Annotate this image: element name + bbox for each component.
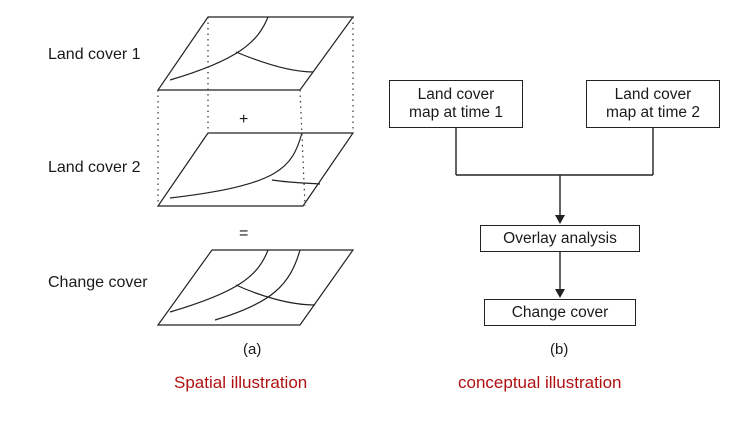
box-overlay-analysis: Overlay analysis <box>480 225 640 252</box>
layer2-label: Land cover 2 <box>48 159 141 176</box>
layer2-boundary-b <box>271 179 321 185</box>
box-time2-line2: map at time 2 <box>606 104 700 121</box>
change-boundary-b <box>214 249 301 321</box>
layer1-boundary-a <box>169 16 269 81</box>
layer2-boundary-a <box>169 132 303 199</box>
box-time1-line1: Land cover <box>417 86 495 103</box>
arrow-to-overlay <box>555 215 565 224</box>
layer1-sheet <box>156 16 355 91</box>
arrow-to-change <box>555 289 565 298</box>
layer1-label: Land cover 1 <box>48 46 141 63</box>
subtitle-conceptual: conceptual illustration <box>458 373 622 392</box>
box-land-cover-time2: Land cover map at time 2 <box>586 80 720 128</box>
plus-symbol: + <box>239 111 249 128</box>
caption-a: (a) <box>243 341 262 358</box>
equals-symbol: = <box>239 225 249 242</box>
box-overlay-label: Overlay analysis <box>503 229 617 247</box>
subtitle-spatial: Spatial illustration <box>174 373 308 392</box>
caption-b: (b) <box>550 341 569 358</box>
box-land-cover-time1: Land cover map at time 1 <box>389 80 523 128</box>
change-boundary-c <box>235 284 316 306</box>
change-label: Change cover <box>48 274 148 291</box>
box-time1-line2: map at time 1 <box>409 104 503 121</box>
change-boundary-a <box>169 249 269 313</box>
change-sheet <box>156 249 355 326</box>
layer2-sheet <box>156 132 355 207</box>
box-change-label: Change cover <box>511 303 609 321</box>
box-time2-line1: Land cover <box>614 86 692 103</box>
layer1-boundary-b <box>235 51 314 73</box>
box-change-cover: Change cover <box>484 299 636 326</box>
